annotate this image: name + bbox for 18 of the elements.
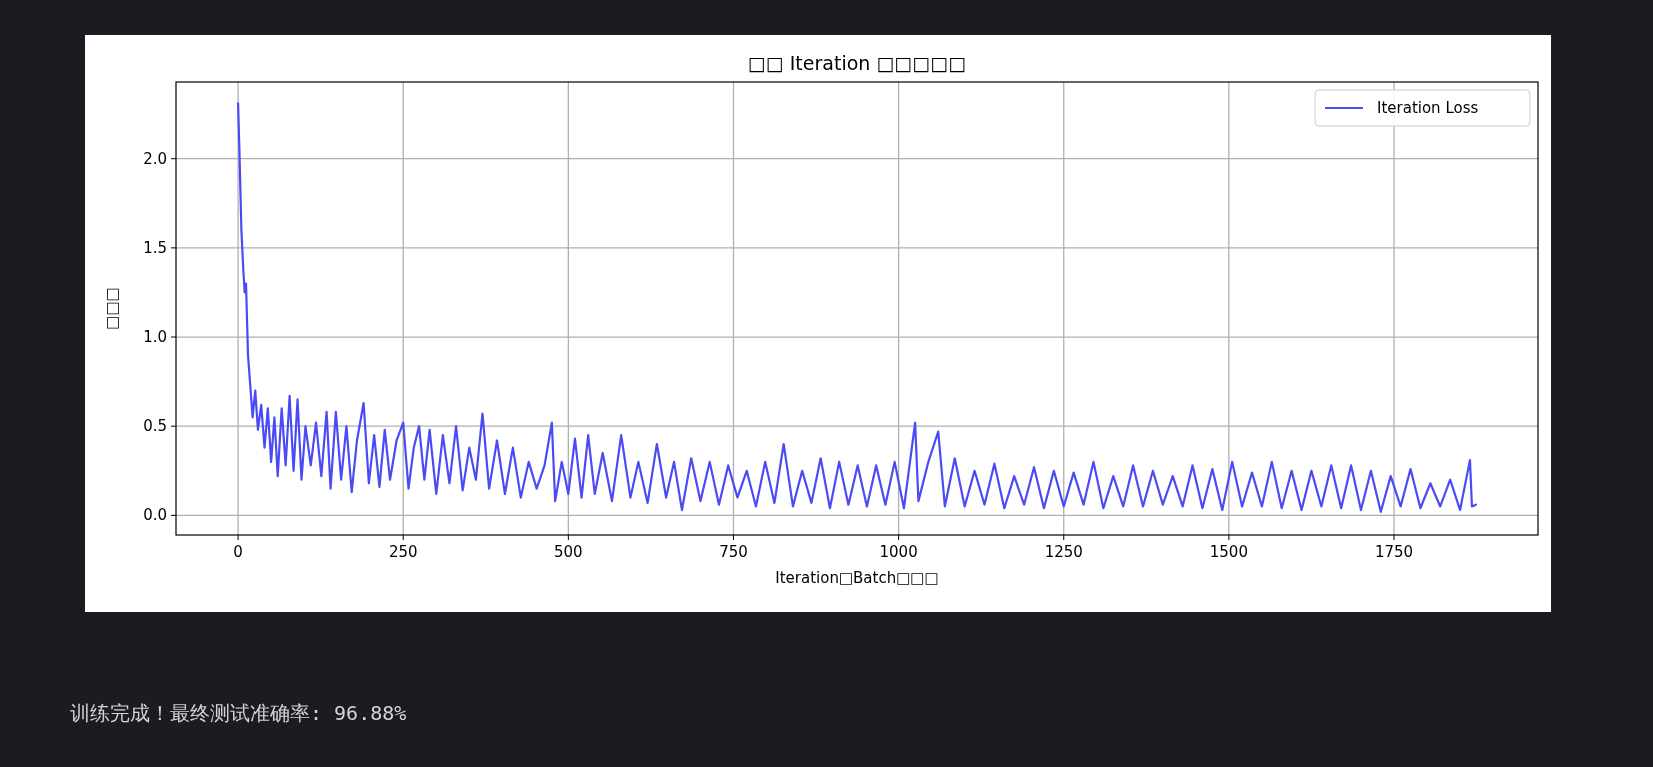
legend-label: Iteration Loss	[1377, 99, 1479, 117]
x-tick-label: 250	[388, 543, 418, 561]
x-tick-label: 1000	[879, 543, 918, 561]
y-axis-title: □□□	[103, 287, 121, 330]
x-tick-label: 0	[233, 543, 243, 561]
chart-title: □□ Iteration □□□□□	[747, 52, 967, 74]
y-tick-label: 1.0	[143, 328, 167, 347]
y-tick-label: 0.5	[143, 417, 167, 436]
x-tick-label: 500	[554, 543, 583, 561]
x-axis-title: Iteration□Batch□□□	[775, 569, 939, 587]
x-tick-label: 750	[719, 543, 748, 561]
y-tick-label: 0.0	[143, 506, 167, 525]
x-tick-label: 1750	[1374, 543, 1414, 561]
text: 训练完成！最终测试准确率: 96.88%	[70, 701, 407, 725]
y-tick-label: 1.5	[143, 238, 167, 257]
x-tick-label: 1500	[1209, 543, 1248, 561]
y-tick-label: 2.0	[143, 149, 167, 168]
x-tick-label: 1250	[1044, 543, 1083, 561]
